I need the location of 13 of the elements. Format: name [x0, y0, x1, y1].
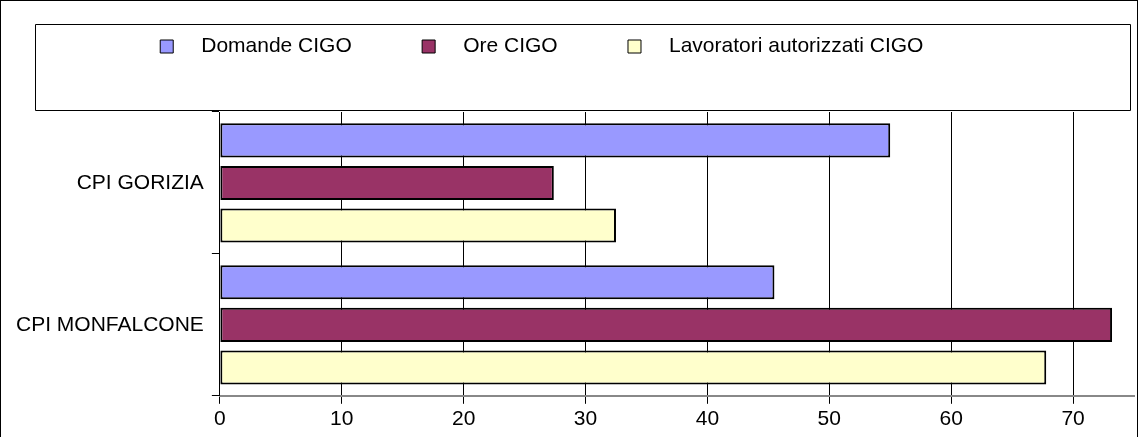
x-tick-label: 40	[695, 406, 720, 430]
legend-label: Lavoratori autorizzati CIGO	[651, 33, 982, 57]
x-tick-label: 10	[330, 406, 354, 430]
legend-label: Domande CIGO	[183, 33, 411, 57]
x-tick-label: 50	[817, 406, 841, 430]
x-tick-label: 30	[573, 406, 598, 430]
y-tick-label: CPI MONFALCONE	[15, 311, 204, 335]
x-tick-label: 20	[451, 406, 476, 430]
x-tick-label: 70	[1061, 406, 1085, 430]
y-tick-label: CPI GORIZIA	[76, 169, 204, 193]
x-tick-label: 60	[939, 406, 963, 430]
x-tick-label: 0	[214, 406, 226, 430]
legend-label: Ore CIGO	[445, 33, 616, 57]
